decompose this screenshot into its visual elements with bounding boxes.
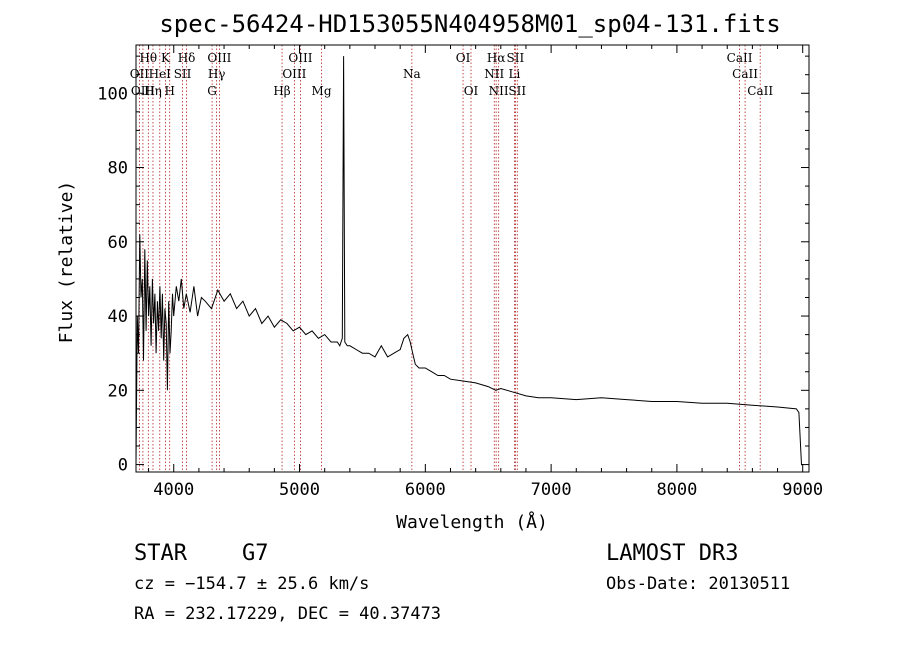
emission-line-label: OIII xyxy=(282,67,306,81)
x-tick-label: 9000 xyxy=(782,480,823,500)
emission-line-label: OII xyxy=(130,67,150,81)
emission-line-label: NII xyxy=(489,84,509,98)
emission-line-label: K xyxy=(161,51,171,65)
emission-line-label: CaII xyxy=(732,67,758,81)
redshift-text: cz = −154.7 ± 25.6 km/s xyxy=(134,574,369,594)
x-tick-label: 8000 xyxy=(656,480,697,500)
y-tick-label: 80 xyxy=(108,159,128,179)
emission-line-label: Hα xyxy=(487,51,506,65)
emission-line-label: CaII xyxy=(747,84,773,98)
x-axis-label: Wavelength (Å) xyxy=(396,511,548,533)
series-layer xyxy=(135,56,803,466)
object-subclass: G7 xyxy=(242,541,269,566)
flux-series-line xyxy=(135,56,803,466)
emission-line-label: Hθ xyxy=(139,51,157,65)
y-tick-label: 40 xyxy=(108,307,128,327)
chart-title: spec-56424-HD153055N404958M01_sp04-131.f… xyxy=(159,10,780,38)
emission-line-label: OIII xyxy=(207,51,231,65)
object-class: STAR xyxy=(134,541,188,566)
emission-line-label: OIII xyxy=(288,51,312,65)
emission-line-label: Hδ xyxy=(178,51,196,65)
plot-frame xyxy=(135,44,810,473)
emission-line-label: Mg xyxy=(312,84,332,98)
y-tick-label: 20 xyxy=(108,381,128,401)
emission-line-label: Hγ xyxy=(208,67,226,81)
emission-line-label: OIII xyxy=(131,84,155,98)
emission-line-label: Li xyxy=(508,67,520,81)
y-tick-label: 60 xyxy=(108,233,128,253)
emission-line-label: Hβ xyxy=(273,84,290,98)
emission-line-label: H xyxy=(164,84,174,98)
y-tick-label: 0 xyxy=(118,456,128,476)
emission-line-label: SII xyxy=(174,67,192,81)
emission-line-label: Na xyxy=(403,67,421,81)
coordinates-text: RA = 232.17229, DEC = 40.37473 xyxy=(134,604,441,624)
survey-label: LAMOST DR3 xyxy=(606,541,738,566)
emission-line-label: NII xyxy=(484,67,504,81)
y-tick-label: 100 xyxy=(97,84,128,104)
emission-line-label: SII xyxy=(507,51,525,65)
emission-labels-layer: OIIHθOIIIHηHeIKHSIIHδGOIIIHγHβOIIIOIIIMg… xyxy=(130,51,774,98)
obs-date-text: Obs-Date: 20130511 xyxy=(606,574,790,594)
emission-lines-layer xyxy=(138,45,761,472)
emission-line-label: SII xyxy=(508,84,526,98)
x-tick-label: 5000 xyxy=(279,480,320,500)
emission-line-label: CaII xyxy=(727,51,753,65)
x-tick-label: 6000 xyxy=(405,480,446,500)
emission-line-label: Hη xyxy=(144,84,162,98)
emission-line-label: OI xyxy=(464,84,479,98)
x-tick-label: 4000 xyxy=(153,480,194,500)
y-axis-label: Flux (relative) xyxy=(56,181,77,344)
emission-line-label: OI xyxy=(456,51,471,65)
x-tick-label: 7000 xyxy=(531,480,572,500)
ticks-layer: 4000 5000 6000 7000 8000 9000 0 20 40 60 80 100 xyxy=(97,45,823,500)
emission-line-label: G xyxy=(207,84,217,98)
emission-line-label: HeI xyxy=(149,67,172,81)
